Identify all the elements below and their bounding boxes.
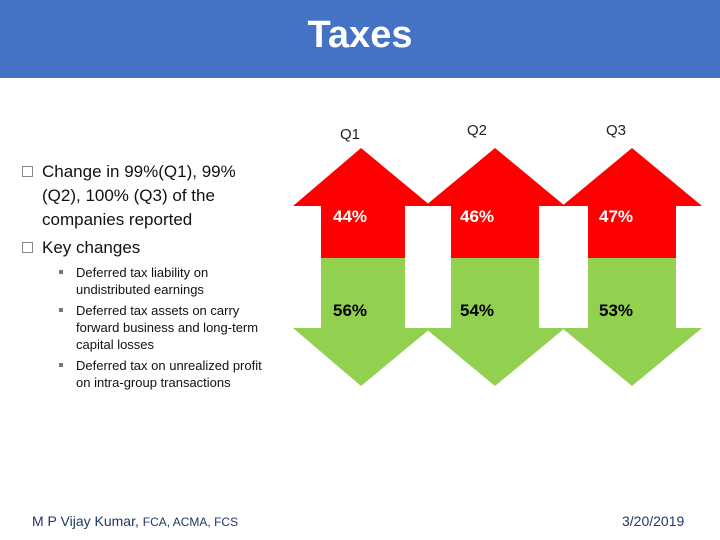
- arrow-group-q3: [562, 148, 702, 386]
- author-credentials: FCA, ACMA, FCS: [142, 515, 239, 529]
- sub-bullet-item: Deferred tax assets on carry forward bus…: [22, 302, 272, 353]
- down-arrow-q1: [293, 258, 431, 386]
- sub-bullet-item: Deferred tax on unrealized profit on int…: [22, 357, 272, 391]
- pct-bottom-q1: 56%: [332, 301, 368, 320]
- sub-bullet-text: Deferred tax on unrealized profit on int…: [76, 358, 262, 390]
- author-name: M P Vijay Kumar,: [32, 513, 139, 529]
- bullet-list: Change in 99%(Q1), 99% (Q2), 100% (Q3) o…: [22, 160, 272, 391]
- sub-bullet-text: Deferred tax assets on carry forward bus…: [76, 303, 259, 352]
- square-bullet-icon: [59, 363, 63, 367]
- up-arrow-q2: [425, 148, 565, 258]
- bullet-item: Key changes: [22, 236, 272, 260]
- bullet-item: Change in 99%(Q1), 99% (Q2), 100% (Q3) o…: [22, 160, 272, 232]
- square-bullet-icon: [59, 270, 63, 274]
- checkbox-bullet-icon: [22, 166, 33, 177]
- down-arrow-q2: [425, 258, 565, 386]
- bullet-text: Key changes: [42, 238, 141, 257]
- bullet-text: Change in 99%(Q1), 99% (Q2), 100% (Q3) o…: [42, 162, 236, 229]
- pct-top-q3: 47%: [598, 207, 634, 226]
- footer-date: 3/20/2019: [622, 513, 685, 529]
- up-arrow-q3: [562, 148, 702, 258]
- pct-bottom-q3: 53%: [598, 301, 634, 320]
- square-bullet-icon: [59, 308, 63, 312]
- pct-bottom-q2: 54%: [459, 301, 495, 320]
- quarter-label-q2: Q2: [466, 122, 487, 139]
- arrow-group-q2: [425, 148, 565, 386]
- down-arrow-q3: [562, 258, 702, 386]
- up-arrow-q1: [293, 148, 431, 258]
- checkbox-bullet-icon: [22, 242, 33, 253]
- quarter-label-q1: Q1: [339, 126, 360, 143]
- arrow-group-q1: [293, 148, 431, 386]
- pct-top-q1: 44%: [332, 207, 368, 226]
- sub-bullet-item: Deferred tax liability on undistributed …: [22, 264, 272, 298]
- footer-author: M P Vijay Kumar, FCA, ACMA, FCS: [32, 513, 238, 529]
- slide-title: Taxes: [307, 14, 413, 56]
- title-bar: [0, 0, 720, 78]
- pct-top-q2: 46%: [459, 207, 495, 226]
- quarter-label-q3: Q3: [605, 122, 626, 139]
- sub-bullet-text: Deferred tax liability on undistributed …: [76, 265, 209, 297]
